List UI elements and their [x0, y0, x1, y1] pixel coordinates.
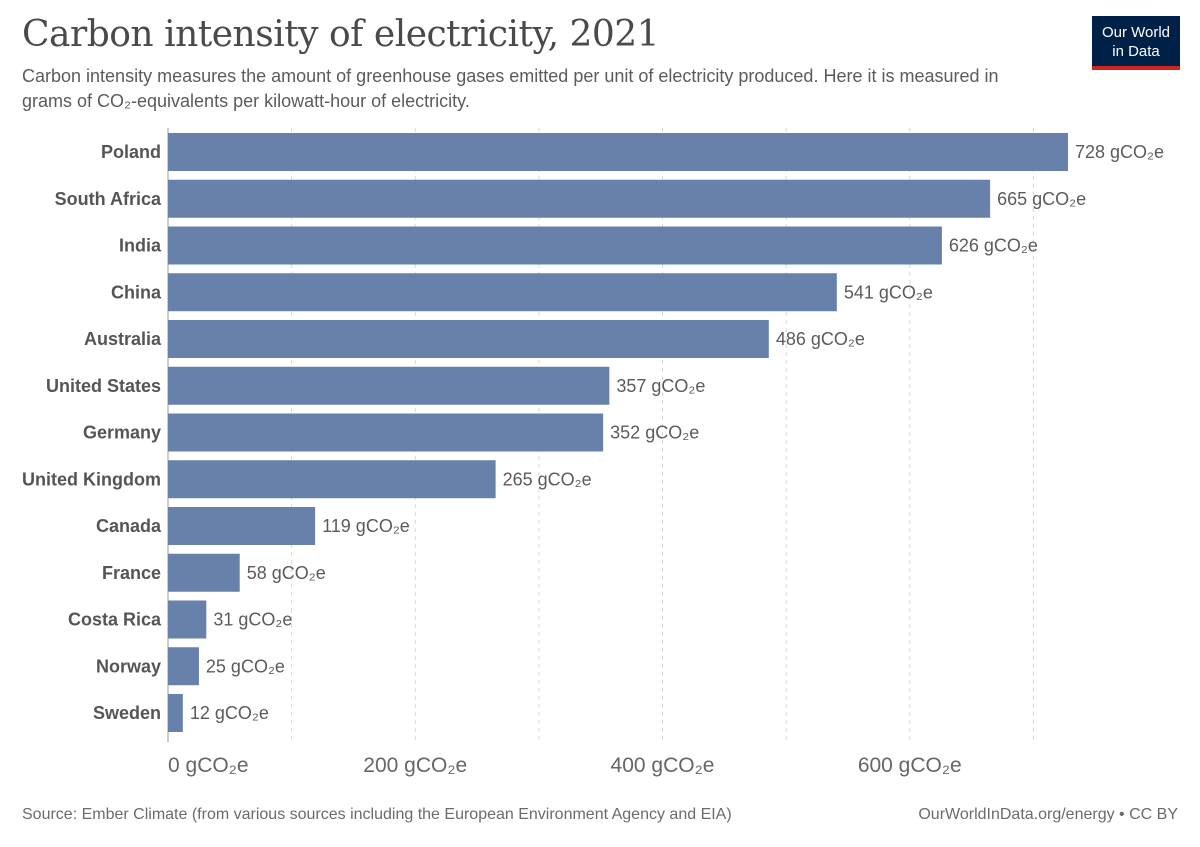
bar[interactable]	[168, 413, 604, 452]
value-label: 626 gCO₂e	[949, 236, 1038, 256]
category-label: United States	[46, 376, 161, 396]
value-label: 352 gCO₂e	[610, 423, 699, 443]
chart-subtitle: Carbon intensity measures the amount of …	[22, 66, 999, 111]
category-label: Costa Rica	[68, 610, 162, 630]
x-axis-ticks: 0 gCO₂e 200 gCO₂e 400 gCO₂e 600 gCO₂e	[168, 754, 962, 777]
value-label: 728 gCO₂e	[1075, 142, 1164, 162]
bar[interactable]	[168, 507, 316, 545]
bar[interactable]	[168, 366, 610, 405]
bar[interactable]	[168, 133, 1068, 171]
category-label: Sweden	[93, 703, 161, 723]
bar[interactable]	[168, 320, 769, 358]
bar[interactable]	[168, 273, 837, 312]
bar[interactable]	[168, 460, 496, 499]
bars	[168, 133, 1068, 732]
category-label: Poland	[101, 142, 161, 162]
bar-chart: Poland South Africa India China Australia Uni…	[22, 128, 1164, 777]
bar[interactable]	[168, 226, 942, 265]
category-label: China	[111, 282, 162, 302]
value-label: 486 gCO₂e	[776, 329, 865, 349]
bar[interactable]	[168, 553, 240, 592]
category-label: India	[119, 236, 162, 256]
value-label: 541 gCO₂e	[844, 282, 933, 302]
value-label: 31 gCO₂e	[213, 610, 292, 630]
value-label: 665 gCO₂e	[997, 189, 1086, 209]
category-label: Australia	[84, 329, 162, 349]
category-label: Germany	[83, 423, 161, 443]
bar[interactable]	[168, 694, 183, 732]
credit-link[interactable]: OurWorldInData.org/energy • CC BY	[918, 806, 1178, 823]
x-tick-label: 200 gCO₂e	[363, 754, 467, 777]
owid-logo[interactable]: Our World in Data	[1092, 16, 1180, 70]
category-label: Canada	[96, 516, 162, 536]
value-label: 12 gCO₂e	[190, 703, 269, 723]
chart-title: Carbon intensity of electricity, 2021	[22, 14, 660, 55]
logo-line-1: Our World	[1101, 24, 1171, 41]
category-labels: Poland South Africa India China Australia Uni…	[22, 142, 162, 723]
value-label: 119 gCO₂e	[322, 516, 410, 536]
source-note: Source: Ember Climate (from various sour…	[22, 806, 732, 823]
x-tick-label: 600 gCO₂e	[858, 754, 962, 777]
bar[interactable]	[168, 600, 207, 639]
value-label: 25 gCO₂e	[206, 656, 285, 676]
x-tick-label: 400 gCO₂e	[611, 754, 715, 777]
category-label: South Africa	[55, 189, 162, 209]
value-label: 58 gCO₂e	[247, 563, 326, 583]
bar[interactable]	[168, 179, 991, 218]
x-tick-label: 0 gCO₂e	[168, 754, 249, 777]
category-label: United Kingdom	[22, 469, 161, 489]
bar[interactable]	[168, 647, 199, 686]
value-labels: 728 gCO₂e 665 gCO₂e 626 gCO₂e 541 gCO₂e 486 …	[190, 142, 1164, 723]
value-label: 265 gCO₂e	[503, 469, 592, 489]
category-label: France	[102, 563, 161, 583]
category-label: Norway	[96, 656, 161, 676]
value-label: 357 gCO₂e	[616, 376, 705, 396]
logo-line-2: in Data	[1112, 43, 1160, 60]
